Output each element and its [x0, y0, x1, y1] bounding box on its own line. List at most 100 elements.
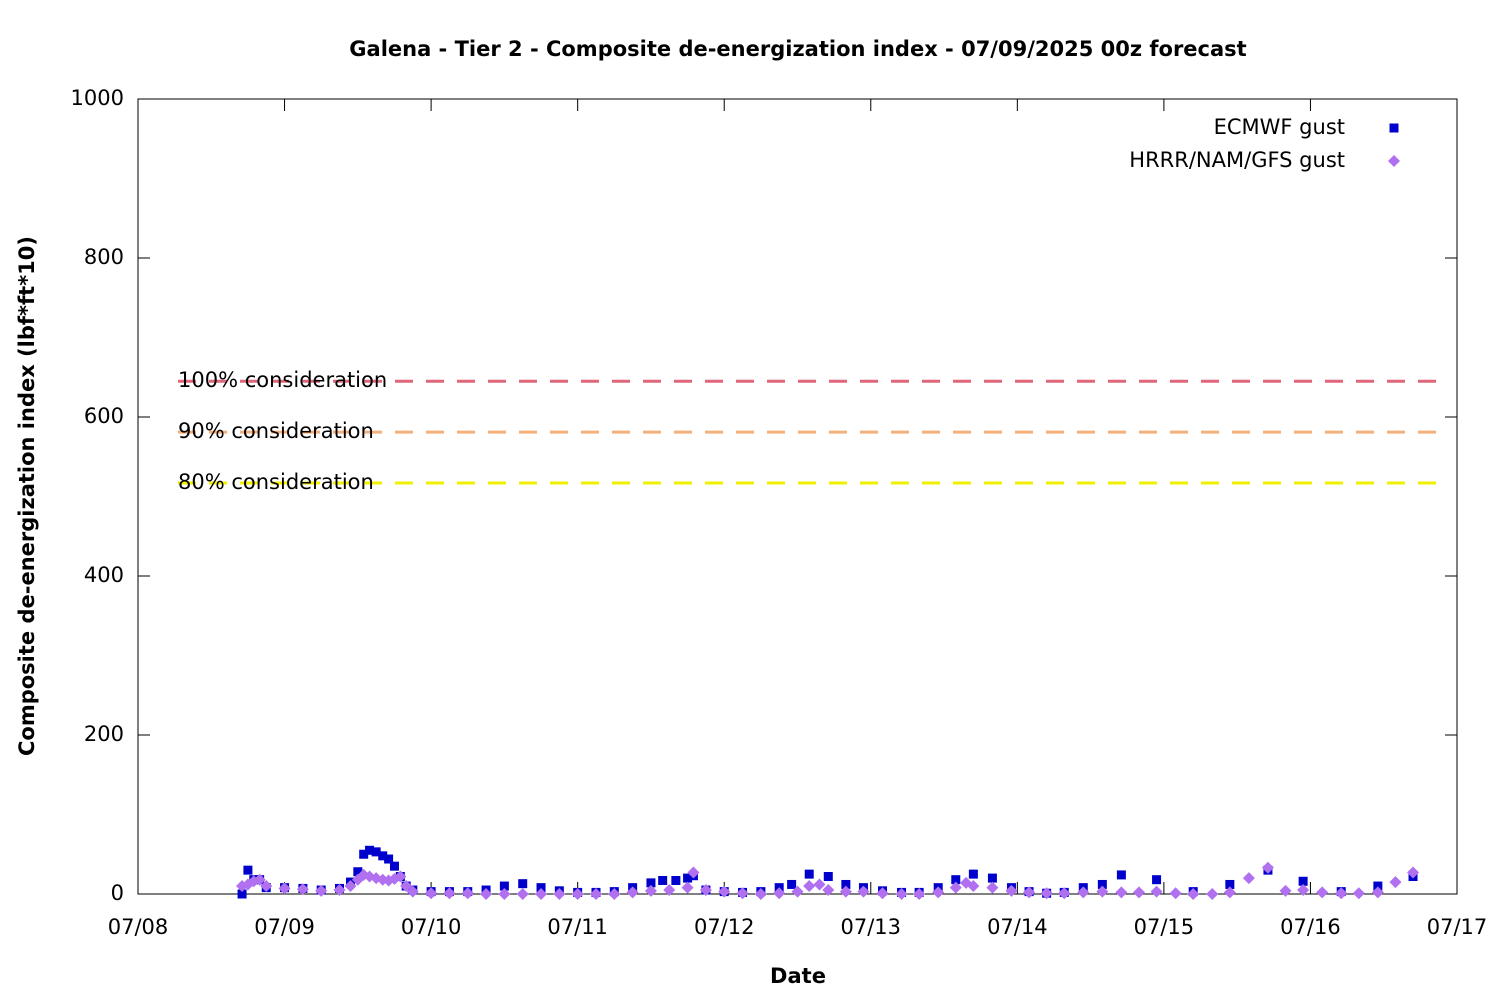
point — [626, 886, 639, 899]
point — [498, 888, 511, 900]
y-tick-label: 600 — [84, 404, 124, 428]
x-tick-label: 07/12 — [694, 915, 755, 939]
point — [365, 845, 375, 855]
point — [841, 879, 851, 889]
point — [535, 888, 548, 900]
chart-title: Galena - Tier 2 - Composite de-energizat… — [349, 37, 1246, 61]
y-tick-label: 1000 — [71, 86, 124, 110]
x-tick-label: 07/08 — [108, 915, 169, 939]
point — [932, 886, 945, 899]
point — [1023, 886, 1036, 899]
point — [658, 875, 668, 885]
point — [400, 880, 413, 893]
point — [353, 867, 363, 877]
point — [1242, 872, 1255, 885]
point — [1152, 875, 1162, 885]
legend-marker — [1389, 123, 1399, 133]
point — [949, 881, 962, 894]
point — [589, 888, 602, 900]
point — [296, 883, 309, 896]
legend-marker — [1388, 155, 1400, 167]
point — [986, 881, 999, 894]
point — [1352, 887, 1365, 900]
legend-label: HRRR/NAM/GFS gust — [1129, 148, 1345, 172]
point — [951, 875, 961, 885]
point — [913, 888, 926, 900]
point — [803, 880, 816, 893]
x-tick-label: 07/17 — [1427, 915, 1488, 939]
point — [480, 888, 493, 900]
point — [536, 883, 546, 893]
point — [359, 849, 369, 859]
threshold-label: 100% consideration — [178, 368, 387, 392]
point — [876, 887, 889, 900]
point — [608, 888, 621, 900]
point — [1187, 888, 1200, 900]
point — [333, 884, 346, 897]
x-tick-label: 07/16 — [1280, 915, 1341, 939]
y-tick-label: 0 — [111, 881, 124, 905]
point — [518, 879, 528, 889]
point — [1116, 870, 1126, 880]
point — [553, 888, 566, 900]
point — [1169, 887, 1182, 900]
point — [1298, 876, 1308, 886]
point — [736, 887, 749, 900]
plot-frame — [137, 98, 1458, 895]
point — [1316, 886, 1329, 899]
point — [773, 887, 786, 900]
point — [1058, 887, 1071, 900]
x-tick-label: 07/13 — [841, 915, 902, 939]
point — [813, 878, 826, 891]
point — [344, 880, 357, 893]
legend-label: ECMWF gust — [1214, 115, 1345, 139]
point — [516, 888, 529, 900]
point — [1040, 887, 1053, 900]
point — [1335, 887, 1348, 900]
point — [1225, 879, 1235, 889]
threshold-label: 90% consideration — [178, 419, 374, 443]
x-tick-label: 07/15 — [1134, 915, 1195, 939]
point — [425, 887, 438, 900]
point — [646, 878, 656, 888]
point — [1279, 884, 1292, 897]
point — [260, 880, 273, 893]
point — [1371, 886, 1384, 899]
point — [681, 881, 694, 894]
point — [822, 884, 835, 897]
point — [644, 884, 657, 897]
point — [499, 881, 509, 891]
point — [987, 873, 997, 883]
point — [699, 884, 712, 897]
point — [247, 875, 260, 888]
point — [967, 880, 980, 893]
point — [443, 887, 456, 900]
point — [371, 847, 381, 857]
point — [571, 888, 584, 900]
point — [895, 888, 908, 900]
point — [718, 885, 731, 898]
y-tick-label: 200 — [84, 722, 124, 746]
point — [1096, 885, 1109, 898]
point — [683, 873, 693, 883]
point — [1115, 886, 1128, 899]
point — [754, 888, 767, 900]
x-axis-label: Date — [770, 964, 826, 988]
point — [791, 885, 804, 898]
point — [384, 854, 394, 864]
point — [394, 870, 407, 883]
point — [823, 872, 833, 882]
point — [1132, 886, 1145, 899]
point — [663, 884, 676, 897]
x-tick-label: 07/09 — [254, 915, 315, 939]
point — [237, 889, 247, 899]
y-tick-label: 800 — [84, 245, 124, 269]
point — [1407, 866, 1420, 879]
point — [1261, 861, 1274, 874]
point — [1097, 879, 1107, 889]
point — [315, 884, 328, 897]
point — [1077, 886, 1090, 899]
threshold-label: 80% consideration — [178, 470, 374, 494]
point — [1005, 884, 1018, 897]
